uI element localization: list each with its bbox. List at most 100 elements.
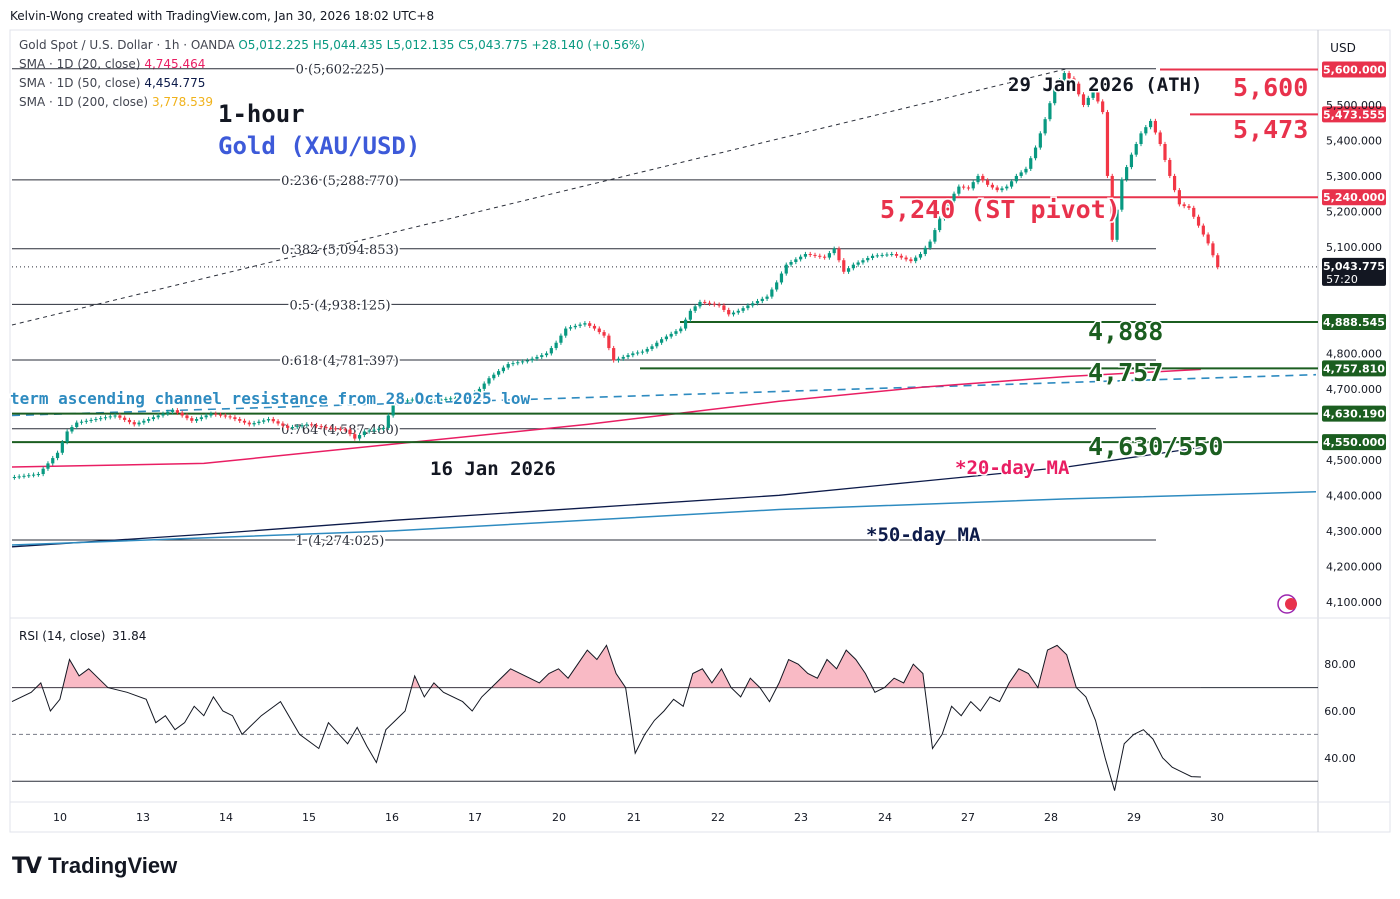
candle-body [147,419,151,421]
candle-body [343,429,347,431]
candle-body [645,348,649,352]
candle-body [1000,188,1004,191]
candle-body [46,463,50,469]
candle-body [31,474,36,476]
candle-body [779,273,784,283]
candle-body [1053,87,1057,104]
candle-body [1139,133,1143,145]
candle-body [127,419,132,423]
candle-body [703,301,707,303]
candle-body [161,413,165,416]
candle-body [166,411,170,414]
candle-body [707,302,712,304]
candle-body [449,398,453,400]
candle-body [626,355,630,357]
candle-body [36,474,40,476]
candle-body [99,418,103,420]
candle-body [942,209,947,219]
candle-body [564,328,568,336]
candle-body [544,353,549,356]
price-tick-label: 4,700.000 [1326,383,1382,396]
candle-body [597,328,601,333]
candle-body [65,431,69,443]
fib-label: 1 (4,274.025) [296,534,385,549]
sma50-legend[interactable]: SMA · 1D (50, close) 4,454.775 [19,76,205,90]
time-tick-label: 14 [219,811,233,824]
tradingview-logo[interactable]: TV TradingView [12,853,177,879]
candle-body [794,259,798,263]
time-tick-label: 27 [961,811,975,824]
candle-body [300,425,304,427]
sma200-legend[interactable]: SMA · 1D (200, close) 3,778.539 [19,95,213,109]
sma50-line [11,446,1201,548]
candle-body [894,254,899,256]
ma20-label: *20-day MA [955,457,1070,479]
level-tag [1322,106,1386,123]
price-tick-label: 5,200.000 [1326,205,1382,218]
candle-body [1201,225,1205,235]
candle-body [578,324,582,326]
candle-body [511,363,515,365]
candle-body [1096,90,1100,102]
level-tag-label: 5,473.555 [1323,108,1385,121]
axis-currency: USD [1330,41,1356,55]
candle-body [559,335,563,343]
level-tag-label: 5,600.000 [1323,63,1385,76]
candle-body [621,356,625,359]
candle-body [1005,186,1009,189]
candle-body [415,399,419,401]
chart-credit: Kelvin-Wong created with TradingView.com… [10,9,435,23]
support-4630-label: 4,630/550 [1088,432,1223,461]
candle-body [194,419,199,421]
price-tick-label: 5,300.000 [1326,170,1382,183]
candle-body [190,418,194,421]
candle-body [1019,172,1023,176]
ath-trendline [11,68,1067,326]
time-tick-label: 21 [627,811,641,824]
symbol-legend[interactable]: Gold Spot / U.S. Dollar · 1h · OANDA O5,… [19,38,645,52]
candle-body [1115,209,1119,240]
candle-body [329,427,333,429]
candle-body [866,258,870,261]
candle-body [688,310,692,320]
price-tick-label: 4,200.000 [1326,560,1382,573]
candle-body [962,186,966,188]
candle-body [655,342,659,347]
candle-body [238,419,242,421]
ohlc-close: C5,043.775 [458,38,528,52]
ma50-label: *50-day MA [866,524,981,546]
candle-body [1067,73,1071,79]
timeframe-label: 1-hour [218,100,305,128]
candle-body [1081,94,1086,105]
candle-body [439,399,443,401]
candle-body [813,254,817,256]
sma20-legend[interactable]: SMA · 1D (20, close) 4,745.464 [19,57,205,71]
candle-body [1043,119,1047,134]
candle-body [520,361,525,363]
candle-body [1177,190,1181,205]
price-tick-label: 5,400.000 [1326,134,1382,147]
candle-body [660,339,664,343]
candle-body [1196,216,1201,226]
candle-body [885,254,889,256]
rsi-line [11,644,1201,791]
candle-body [377,428,381,430]
candle-body [607,335,611,349]
price-tick-label: 4,500.000 [1326,454,1382,467]
level-tag [1322,405,1386,422]
candle-body [132,422,136,425]
instrument-label: Gold (XAU/USD) [218,132,420,160]
candle-body [367,430,371,432]
candle-body [137,422,141,425]
candle-body [899,255,903,258]
level-tag [1322,434,1386,451]
candle-body [1129,154,1134,168]
candle-body [722,305,726,310]
candle-body [94,419,98,421]
candle-body [156,415,160,418]
last-price-label: 5,043.775 [1323,260,1385,273]
candle-body [717,304,721,306]
candle-body [295,426,299,428]
candle-body [880,254,884,256]
